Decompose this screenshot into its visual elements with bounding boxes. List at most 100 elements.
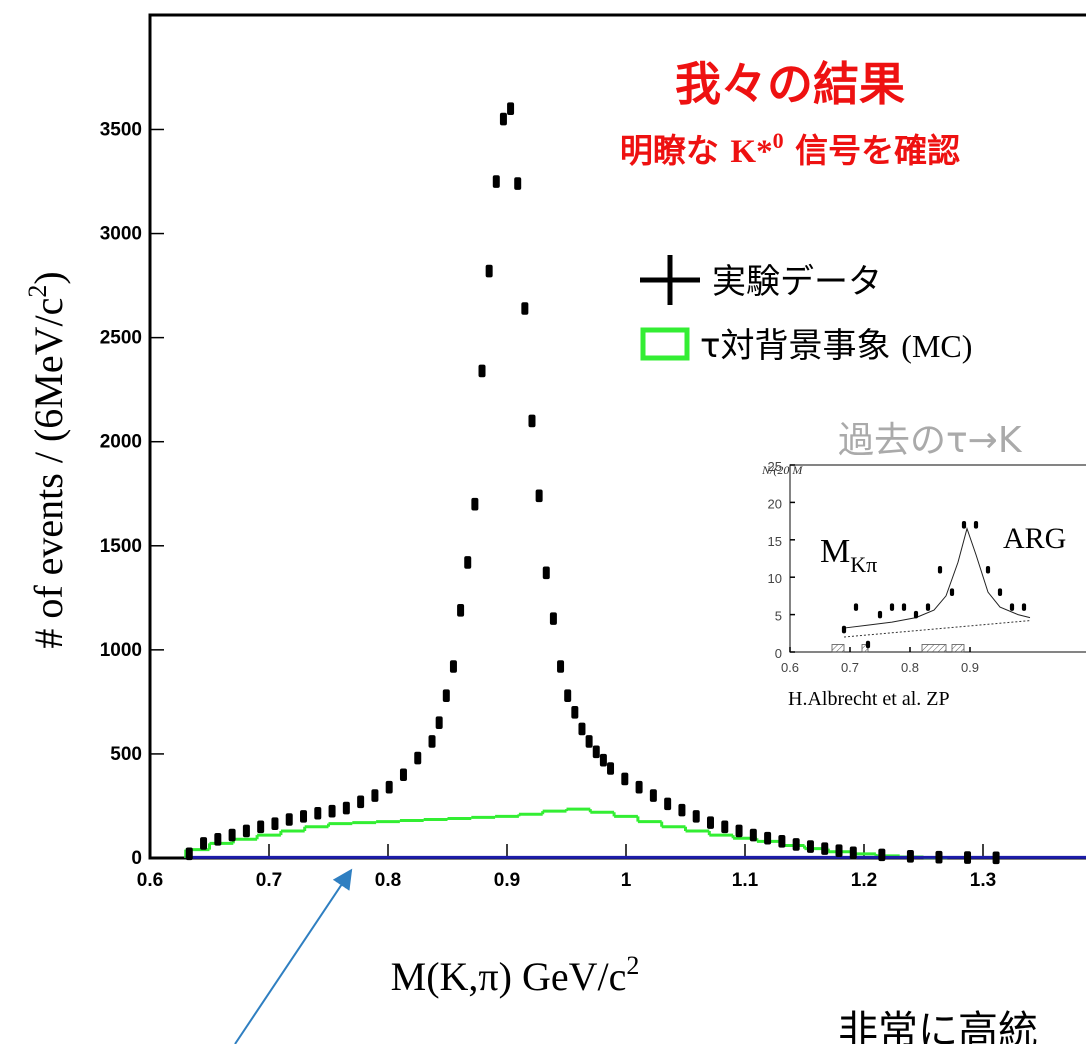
y-tick-label: 2000: [100, 432, 142, 453]
data-point: [664, 797, 672, 811]
data-point: [997, 588, 1003, 596]
y-axis-label-close: ): [26, 271, 71, 284]
data-point: [535, 489, 543, 503]
superscript: 0: [773, 128, 784, 153]
x-tick-label: 0.6: [781, 660, 799, 675]
data-point: [621, 772, 629, 786]
data-point: [706, 816, 714, 829]
data-point: [985, 565, 991, 574]
data-point: [592, 745, 600, 759]
data-point: [1021, 603, 1027, 611]
data-point: [214, 832, 222, 846]
fit-background: [843, 620, 1031, 638]
data-point: [678, 803, 686, 817]
pointer-arrow: [234, 868, 353, 1044]
fit-curve: [843, 526, 1031, 629]
data-point: [257, 820, 265, 834]
subtitle-text: 信号を確認: [795, 131, 960, 170]
data-point: [607, 762, 615, 775]
data-point: [428, 735, 436, 748]
data-point: [485, 264, 493, 278]
data-point: [242, 824, 250, 838]
data-point: [973, 521, 979, 529]
inset-label-text: M: [820, 533, 850, 570]
x-tick-label: 1: [621, 870, 632, 891]
y-tick-label: 25: [768, 459, 782, 474]
data-point: [778, 835, 786, 848]
data-point: [228, 828, 236, 842]
inset-label-subscript: Kπ: [850, 552, 877, 577]
legend: 実験データ τ対背景事象 (MC): [640, 255, 972, 366]
data-point: [399, 768, 407, 782]
x-tick-label: 0.8: [375, 870, 401, 891]
data-point: [578, 722, 586, 736]
data-point: [849, 846, 857, 860]
x-axis-label-superscript: 2: [626, 951, 639, 980]
data-point: [300, 810, 308, 823]
data-point: [792, 838, 800, 851]
data-point: [935, 850, 943, 864]
x-tick-label: 0.9: [494, 870, 520, 891]
y-tick-label: 3500: [100, 119, 142, 140]
inset-plot: 0 5 10 15 20 25 0.6 0.7 0.8 0.9: [768, 459, 1031, 675]
y-axis-label-text: # of events / (6MeV/c: [26, 298, 71, 649]
data-point: [478, 364, 486, 378]
data-point: [764, 831, 772, 845]
data-point: [521, 302, 529, 315]
data-point: [457, 604, 465, 617]
data-point: [285, 813, 293, 826]
data-point: [835, 844, 843, 858]
y-tick-label: 20: [768, 496, 782, 511]
data-point: [371, 789, 379, 802]
data-point: [853, 603, 859, 611]
inset-ylabel: N/(20 M: [761, 463, 803, 477]
data-point: [571, 705, 579, 719]
legend-suffix: (MC): [901, 328, 972, 364]
hatched-bin: [921, 644, 947, 653]
data-point: [889, 603, 895, 611]
x-tick-label: 0.6: [137, 870, 163, 891]
y-tick-label: 1500: [100, 536, 142, 557]
data-point: [442, 689, 450, 702]
data-point: [528, 414, 536, 428]
data-point: [925, 603, 931, 611]
x-tick-label: 0.7: [841, 660, 859, 675]
data-point: [564, 689, 572, 702]
data-point: [901, 603, 907, 611]
data-point: [357, 795, 365, 809]
data-point: [271, 817, 279, 830]
data-point: [435, 716, 443, 730]
x-tick-label: 0.7: [256, 870, 282, 891]
data-point: [964, 851, 972, 864]
y-tick-label: 0: [775, 646, 782, 661]
data-point: [542, 566, 550, 580]
data-point: [449, 660, 457, 673]
data-point: [821, 842, 829, 855]
data-point: [507, 102, 515, 115]
data-point: [471, 497, 479, 511]
y-axis-label-superscript: 2: [23, 285, 52, 298]
y-tick-label: 15: [768, 534, 782, 549]
data-point: [492, 175, 500, 188]
x-tick-label: 0.9: [961, 660, 979, 675]
title: 我々の結果: [675, 57, 905, 111]
data-point: [1009, 603, 1015, 611]
legend-label: 実験データ: [712, 262, 882, 302]
x-axis-label-text: M(K,π) GeV/c: [391, 954, 627, 999]
data-point: [514, 177, 522, 190]
y-tick-label: 5: [775, 609, 782, 624]
data-point: [735, 824, 743, 838]
x-tick-label: 1.3: [970, 870, 996, 891]
data-point: [649, 789, 657, 802]
data-point: [328, 804, 336, 818]
data-point: [806, 840, 814, 853]
data-point: [937, 565, 943, 574]
data-point: [549, 612, 557, 625]
data-point: [464, 556, 472, 569]
data-point: [414, 751, 422, 765]
data-point: [865, 640, 871, 649]
data-point: [314, 806, 322, 820]
legend-symbol: [640, 327, 690, 361]
